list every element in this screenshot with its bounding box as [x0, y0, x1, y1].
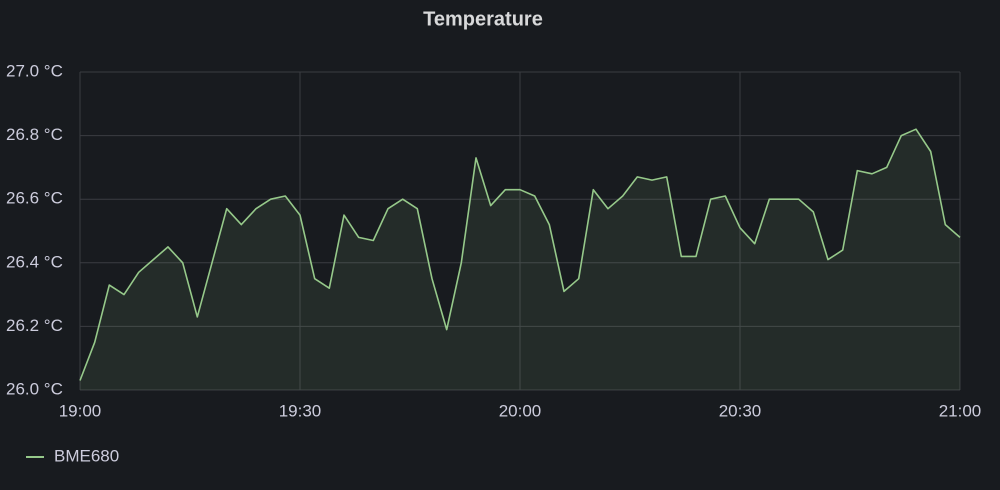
- y-tick-label: 27.0 °C: [6, 61, 63, 80]
- x-tick-label: 20:00: [499, 401, 542, 420]
- y-tick-label: 26.4 °C: [6, 252, 63, 271]
- area: [80, 129, 960, 390]
- line: [79, 128, 961, 381]
- chart-title: Temperature: [423, 8, 543, 30]
- x-tick-label: 19:00: [59, 401, 102, 420]
- x-tick-label: 21:00: [939, 401, 982, 420]
- legend-label: BME680: [54, 446, 119, 465]
- y-tick-label: 26.8 °C: [6, 125, 63, 144]
- y-tick-label: 26.2 °C: [6, 316, 63, 335]
- x-tick-label: 19:30: [279, 401, 322, 420]
- y-tick-label: 26.0 °C: [6, 379, 63, 398]
- x-tick-label: 20:30: [719, 401, 762, 420]
- y-tick-label: 26.6 °C: [6, 189, 63, 208]
